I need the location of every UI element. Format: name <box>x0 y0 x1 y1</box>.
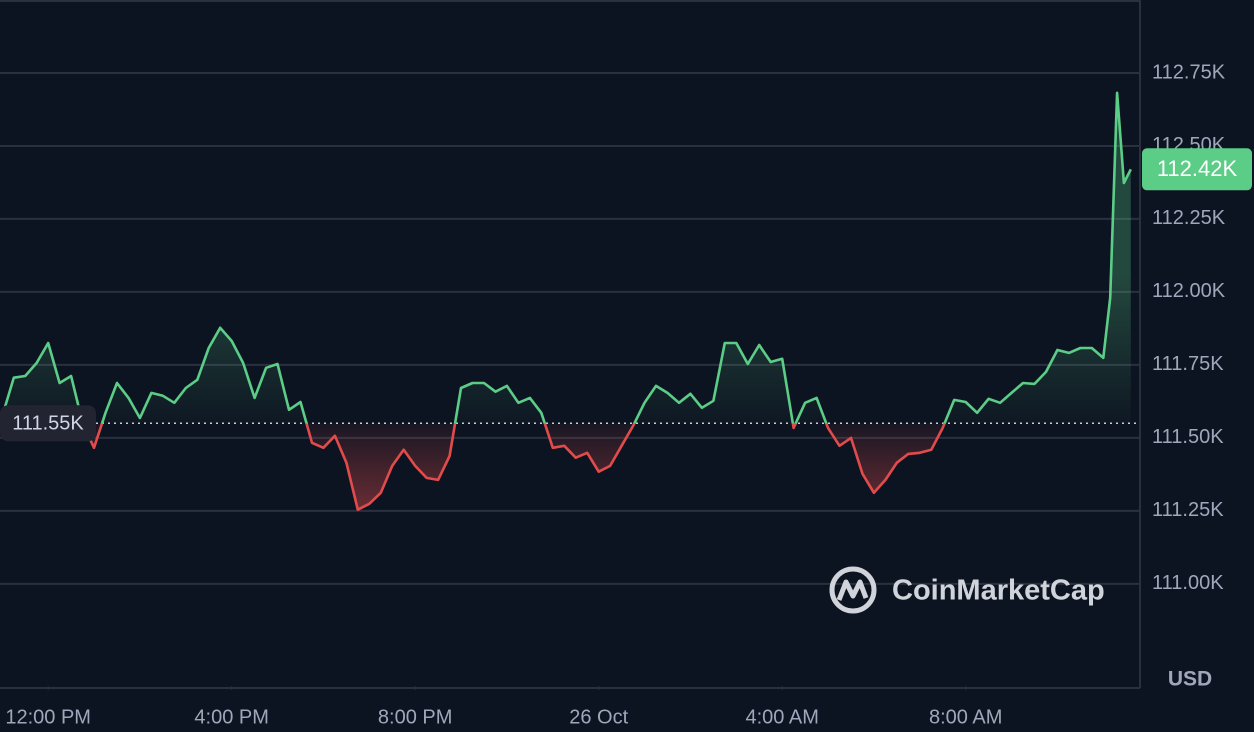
last-price-label: 112.42K <box>1157 156 1238 181</box>
baseline-label: 111.55K <box>12 413 84 435</box>
last-price-box <box>1142 148 1252 191</box>
watermark-logo-mark <box>836 579 869 601</box>
y-tick-label: 111.75K <box>1152 353 1224 375</box>
x-tick-label: 4:00 AM <box>745 706 818 728</box>
area <box>2 92 1131 510</box>
grid <box>0 71 1140 585</box>
watermark-text: CoinMarketCap <box>892 575 1105 607</box>
unit-label: USD <box>1168 668 1212 691</box>
watermark: CoinMarketCap <box>829 566 1105 614</box>
x-tick-label: 8:00 AM <box>929 706 1002 728</box>
baseline-label-box <box>0 405 96 442</box>
watermark-logo <box>829 566 877 614</box>
y-tick-label: 111.25K <box>1152 499 1224 521</box>
y-tick-label: 112.00K <box>1152 280 1226 302</box>
y-tick-label: 111.00K <box>1152 572 1224 594</box>
x-tick-label: 4:00 PM <box>194 706 268 728</box>
y-tick-label: 112.75K <box>1152 61 1226 83</box>
axes: 111.00K 111.25K 111.50K 111.75K 112.00K 112.2… <box>5 61 1252 728</box>
x-tick-label: 26 Oct <box>569 706 628 728</box>
price-line <box>1 91 1132 511</box>
x-tick-label: 8:00 PM <box>378 706 452 728</box>
x-tick-label: 12:00 PM <box>5 706 91 728</box>
plot: 111.55K <box>0 91 1140 511</box>
y-tick-label: 112.25K <box>1152 207 1226 229</box>
y-tick-label: 111.50K <box>1152 426 1224 448</box>
